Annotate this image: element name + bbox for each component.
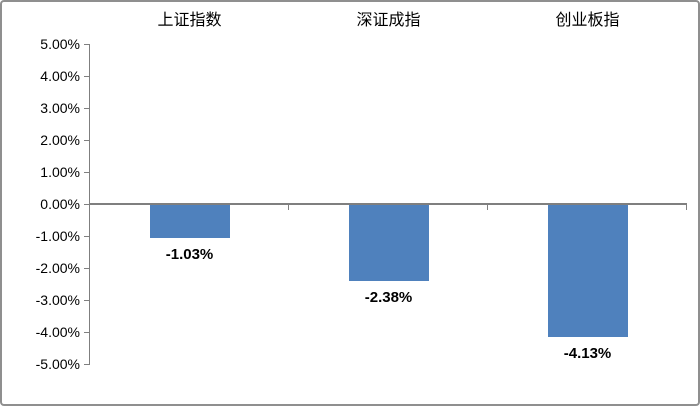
value-axis-tick-label: -4.00% [35,324,80,340]
category-axis-tick [487,203,488,210]
value-axis-tick [84,268,89,269]
category-axis-tick [288,203,289,210]
value-axis-tick-label: -5.00% [35,356,80,372]
value-axis-tick [84,332,89,333]
value-axis-tick-label: 4.00% [40,68,80,84]
value-axis-tick [84,140,89,141]
value-axis-tick [84,76,89,77]
value-axis-tick-label: 0.00% [40,196,80,212]
value-axis-tick-label: -1.00% [35,228,80,244]
value-axis-tick [84,364,89,365]
category-label: 深证成指 [356,12,421,29]
bar [348,205,429,281]
bar-value-label: -1.03% [165,246,214,263]
value-axis-line [89,44,90,365]
category-label: 创业板指 [555,12,620,29]
value-axis-tick [84,204,89,205]
value-axis-tick-label: -3.00% [35,292,80,308]
value-axis-tick-label: -2.00% [35,260,80,276]
bar [547,205,628,337]
value-axis-tick-label: 3.00% [40,100,80,116]
value-axis-tick [84,172,89,173]
value-axis-tick-label: 2.00% [40,132,80,148]
bar-value-label: -2.38% [364,289,413,306]
value-axis-tick [84,300,89,301]
bar-value-label: -4.13% [563,345,612,362]
category-axis-tick [686,203,687,210]
zero-line [90,203,687,205]
value-axis-tick [84,44,89,45]
value-axis-tick-label: 5.00% [40,36,80,52]
value-axis-tick [84,108,89,109]
bar [149,205,230,238]
value-axis-tick-label: 1.00% [40,164,80,180]
value-axis-tick [84,236,89,237]
category-label: 上证指数 [157,12,222,29]
